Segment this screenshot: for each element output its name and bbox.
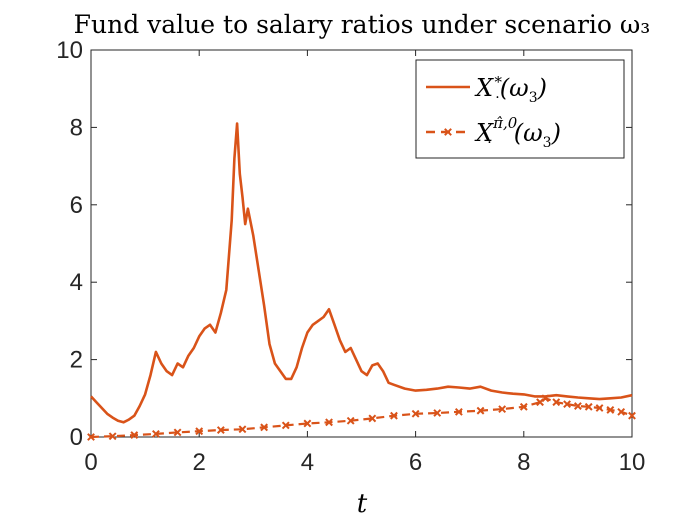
- series-2-marker: [584, 402, 593, 411]
- series-2-marker: [573, 402, 582, 410]
- series-2-marker: [216, 426, 225, 434]
- x-tick-label: 2: [193, 449, 206, 476]
- series-2-marker: [368, 414, 377, 423]
- series-2-marker: [552, 398, 561, 407]
- series-2-marker: [411, 409, 420, 418]
- series-2-marker: [303, 419, 312, 428]
- y-tick-label: 4: [70, 269, 83, 296]
- series-2-marker: [390, 411, 398, 420]
- series-2-marker: [152, 429, 160, 438]
- x-tick-label: 0: [84, 449, 97, 476]
- legend-box: [415, 59, 625, 159]
- y-tick-label: 0: [70, 424, 83, 451]
- series-2-marker: [433, 409, 442, 417]
- legend: X∗ ·(ω3) Xπ̂,0 · (ω3): [415, 59, 625, 159]
- y-tick-label: 2: [70, 347, 83, 374]
- x-tick-label: 4: [301, 449, 314, 476]
- series-2-marker: [476, 406, 485, 415]
- series-2-marker: [260, 423, 269, 432]
- series-2-marker: [346, 416, 355, 425]
- series-2-marker: [87, 433, 95, 441]
- series-2-marker: [519, 402, 528, 411]
- series-2-marker: [563, 400, 571, 409]
- series-2-marker: [541, 394, 550, 403]
- series-2-marker: [536, 398, 544, 407]
- y-tick-label: 10: [56, 37, 83, 64]
- series-2-marker: [238, 425, 247, 434]
- chart-title: Fund value to salary ratios under scenar…: [74, 10, 651, 39]
- series-2-marker: [595, 404, 604, 412]
- y-axis: 0 2 4 6 8 10: [56, 37, 632, 451]
- series-2-marker: [281, 421, 290, 430]
- series-2-marker: [628, 411, 636, 420]
- series-2-marker: [108, 432, 117, 441]
- series-2-marker: [130, 431, 139, 439]
- series-2-marker: [498, 405, 507, 414]
- legend-cross-marker: [444, 128, 452, 136]
- series-2-marker: [195, 427, 204, 436]
- x-axis: 0 2 4 6 8 10: [84, 50, 645, 476]
- x-axis-label: t: [357, 489, 368, 519]
- y-tick-label: 8: [70, 114, 83, 141]
- series-2-marker: [606, 406, 615, 414]
- series-2-marker: [325, 418, 333, 427]
- x-tick-label: 10: [619, 449, 646, 476]
- series-2-marker: [617, 407, 626, 416]
- series-layer: [87, 122, 636, 441]
- x-tick-label: 6: [409, 449, 422, 476]
- series-2-marker: [173, 428, 182, 437]
- y-tick-label: 6: [70, 192, 83, 219]
- x-tick-label: 8: [517, 449, 530, 476]
- legend-cross: [444, 128, 452, 136]
- series-line-1: [90, 122, 633, 424]
- series-2-marker: [454, 407, 463, 416]
